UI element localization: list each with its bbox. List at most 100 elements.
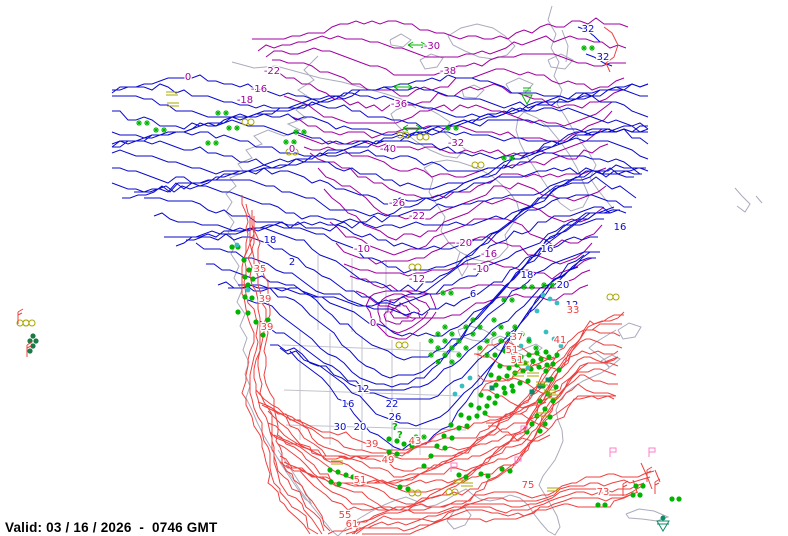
- station-dot: [537, 428, 543, 434]
- station-dot: [504, 373, 510, 379]
- snow-symbol-icon: [213, 140, 219, 146]
- contour-line-purple: [257, 35, 627, 58]
- station-dot: [630, 492, 636, 498]
- snow-symbol-icon: [501, 155, 507, 161]
- contour-label: 51: [506, 345, 519, 356]
- contour-line-blue: [175, 194, 632, 292]
- station-dot: [405, 486, 411, 492]
- snow-symbol-icon: [526, 338, 532, 344]
- contour-label: 35: [254, 264, 267, 275]
- contour-line-red: [269, 356, 619, 484]
- snow-symbol-icon: [498, 324, 504, 330]
- station-dot: [546, 354, 552, 360]
- snow-symbol-icon: [234, 125, 240, 131]
- station-dot: [525, 378, 531, 384]
- contour-label: 18: [264, 235, 277, 246]
- station-dot: [394, 451, 400, 457]
- contour-label: 16: [342, 399, 355, 410]
- contour-label: 12: [566, 300, 579, 311]
- contour-line-red: [261, 323, 622, 457]
- station-dot-cyan: [543, 329, 549, 335]
- coastline-path: [231, 61, 417, 109]
- snow-symbol-icon: [456, 338, 462, 344]
- snow-symbol-icon: [491, 331, 497, 337]
- station-dot: [530, 358, 536, 364]
- station-dot: [242, 294, 248, 300]
- station-dot: [524, 429, 530, 435]
- station-dot: [554, 352, 560, 358]
- funnel-symbol-icon: [656, 520, 670, 532]
- station-dot: [509, 383, 515, 389]
- snow-symbol-icon: [549, 282, 555, 288]
- station-dot: [640, 483, 646, 489]
- contour-line-blue: [259, 257, 596, 391]
- station-dot: [456, 425, 462, 431]
- snow-symbol-icon: [529, 284, 535, 290]
- station-dot: [456, 472, 462, 478]
- station-dot-cluster: [30, 343, 36, 349]
- snow-symbol-icon: [491, 317, 497, 323]
- station-dot: [343, 472, 349, 478]
- contour-line-purple: [329, 218, 603, 256]
- haze-symbol-icon: [517, 361, 529, 366]
- contour-line-purple: [389, 302, 413, 319]
- snow-symbol-icon: [449, 345, 455, 351]
- station-dot-cyan: [452, 391, 458, 397]
- station-dot: [441, 433, 447, 439]
- fog-symbol-icon: [612, 293, 620, 301]
- contour-label: -30: [424, 41, 440, 52]
- snow-symbol-icon: [153, 127, 159, 133]
- snow-symbol-icon: [226, 125, 232, 131]
- snow-symbol-icon: [470, 331, 476, 337]
- snow-symbol-icon: [449, 359, 455, 365]
- snow-symbol-icon: [505, 331, 511, 337]
- haze-symbol-icon: [461, 482, 473, 487]
- snow-symbol-icon: [435, 345, 441, 351]
- station-dot-cyan: [558, 343, 564, 349]
- station-dot: [553, 384, 559, 390]
- fog-symbol-icon: [408, 489, 416, 497]
- station-dot: [484, 403, 490, 409]
- station-dot: [250, 276, 256, 282]
- station-dot-cluster: [33, 338, 39, 344]
- contour-line-red: [479, 377, 550, 394]
- station-square: [545, 377, 551, 383]
- station-dot: [448, 422, 454, 428]
- snow-symbol-icon: [501, 297, 507, 303]
- wind-barb-icon: [26, 341, 33, 357]
- station-dot: [458, 412, 464, 418]
- station-dot-cyan: [525, 365, 531, 371]
- station-dot-cyan: [540, 292, 546, 298]
- contour-label: 0: [289, 144, 295, 155]
- station-dot: [499, 466, 505, 472]
- snow-symbol-icon: [477, 324, 483, 330]
- contour-label: -32: [448, 138, 464, 149]
- haze-symbol-icon: [166, 91, 178, 96]
- snow-symbol-icon: [442, 338, 448, 344]
- station-dot: [496, 375, 502, 381]
- fog-symbol-icon: [28, 319, 36, 327]
- contour-label: -16: [481, 249, 497, 260]
- snow-symbol-icon: [283, 139, 289, 145]
- contour-line-purple: [343, 257, 593, 280]
- snow-symbol-icon: [581, 45, 587, 51]
- station-dot: [409, 443, 415, 449]
- station-dot-cyan: [245, 287, 251, 293]
- contour-line-blue: [111, 107, 649, 139]
- flag-symbol-icon: [450, 462, 458, 472]
- station-dot: [510, 388, 516, 394]
- station-dot: [637, 492, 643, 498]
- station-dot: [229, 244, 235, 250]
- station-dot: [492, 400, 498, 406]
- station-dot: [336, 481, 342, 487]
- contour-line-red: [267, 350, 619, 478]
- station-dot: [246, 267, 252, 273]
- contour-label: 43: [409, 436, 422, 447]
- station-dot: [542, 421, 548, 427]
- fog-symbol-icon: [401, 341, 409, 349]
- snow-symbol-icon: [541, 282, 547, 288]
- station-dot: [534, 350, 540, 356]
- station-dot-teal: [660, 515, 666, 521]
- fog-symbol-icon: [471, 161, 479, 169]
- contour-label: -16: [251, 84, 267, 95]
